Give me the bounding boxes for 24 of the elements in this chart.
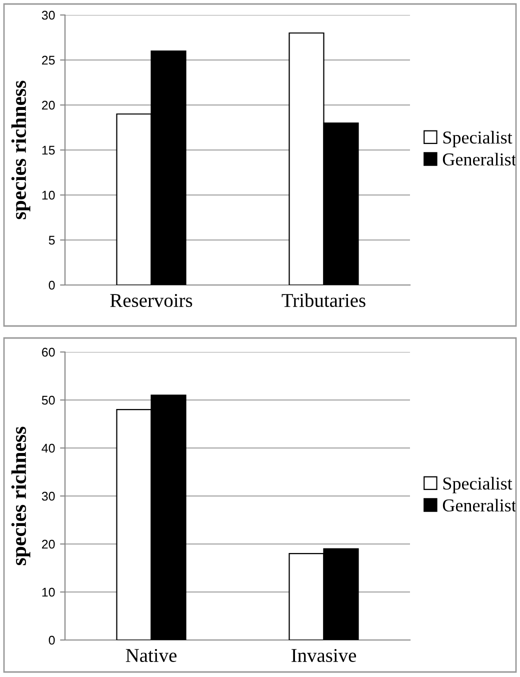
y-tick-label: 60 <box>42 348 55 357</box>
legend-label: Generalist <box>442 152 516 166</box>
y-tick-label: 0 <box>48 636 55 645</box>
y-tick-label: 15 <box>42 146 55 155</box>
x-tick-label: Tributaries <box>282 293 366 308</box>
y-axis-title: species richness <box>11 80 30 220</box>
legend-label: Generalist <box>442 498 516 512</box>
y-tick-label: 10 <box>42 190 55 200</box>
x-tick-label: Native <box>126 648 176 662</box>
y-tick-label: 50 <box>42 396 55 405</box>
y-tick-label: 0 <box>48 280 55 290</box>
y-tick-label: 30 <box>42 10 55 20</box>
legend-label: Specialist <box>443 130 512 148</box>
y-tick-label: 25 <box>42 56 55 65</box>
y-tick-label: 30 <box>42 492 55 501</box>
x-tick-label: Reservoirs <box>110 294 192 308</box>
x-tick-label: Invasive <box>292 648 356 662</box>
y-tick-label: 20 <box>42 100 55 110</box>
y-tick-label: 5 <box>48 236 55 245</box>
y-tick-label: 20 <box>42 540 55 549</box>
y-tick-label: 40 <box>42 444 55 453</box>
y-axis-title: species richness <box>11 426 30 566</box>
legend-label: Specialist <box>443 476 512 494</box>
y-tick-label: 10 <box>42 588 55 597</box>
